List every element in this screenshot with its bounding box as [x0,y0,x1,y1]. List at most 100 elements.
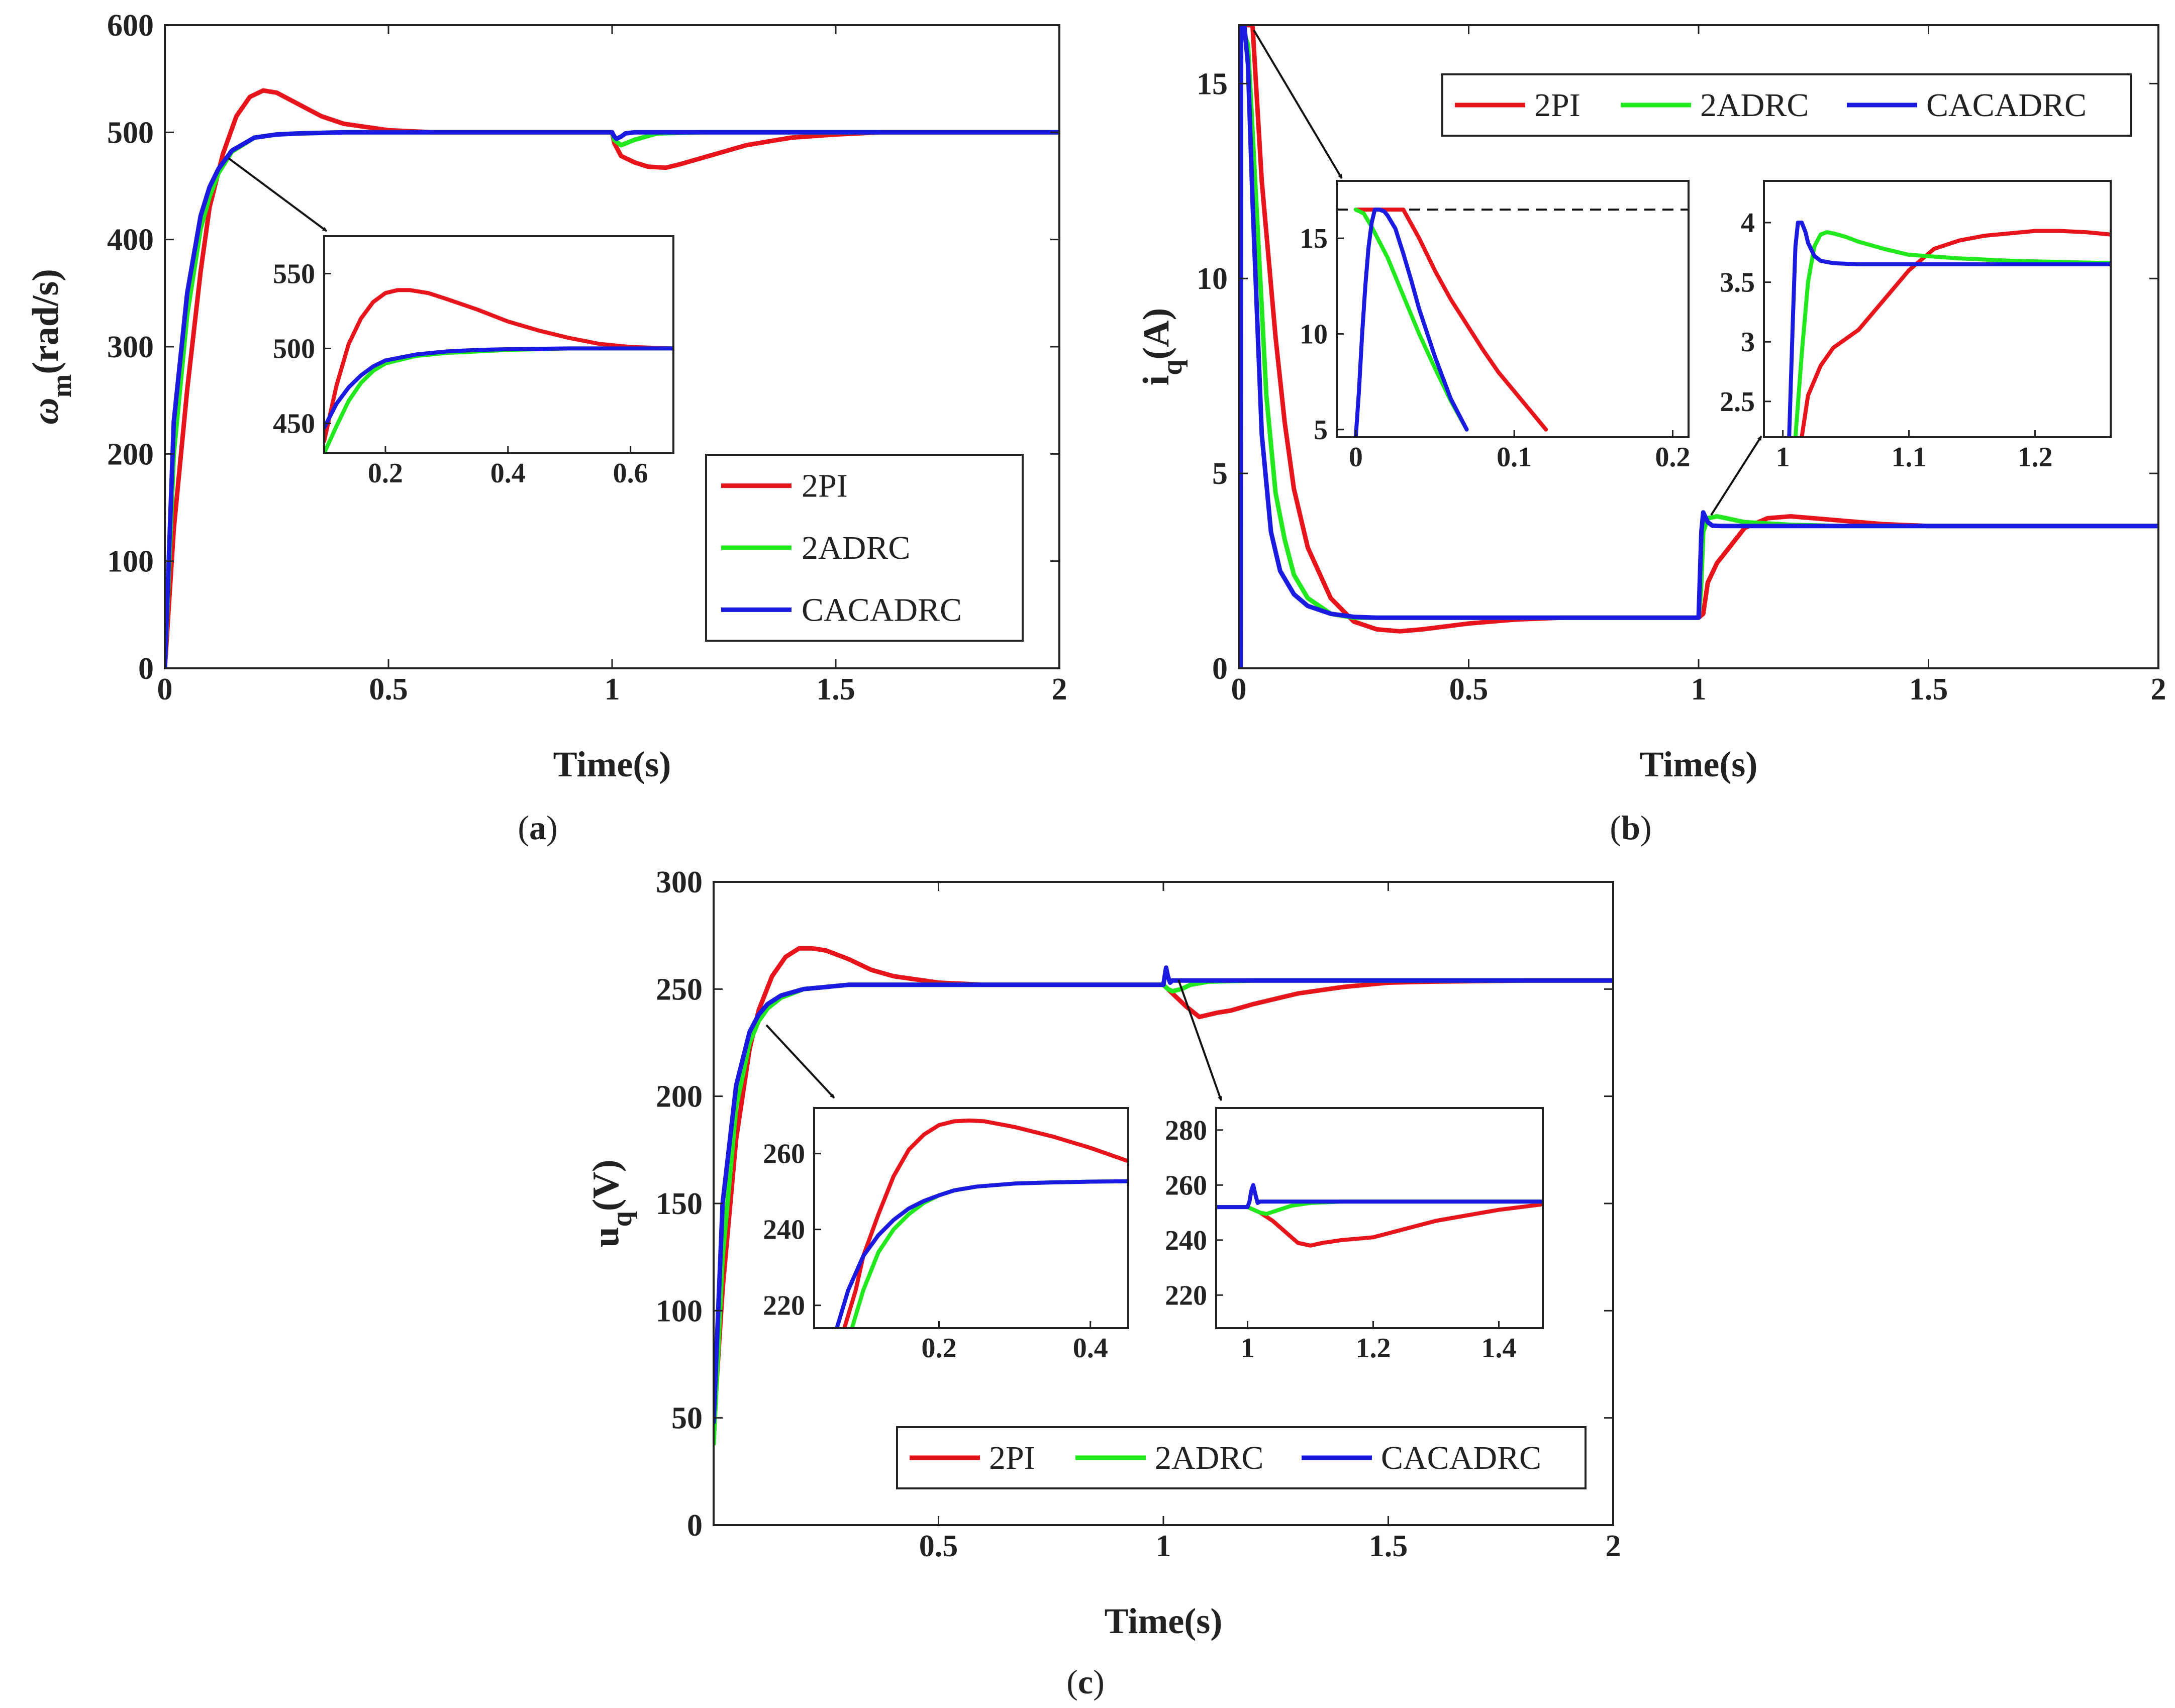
y-axis-label-unit: (rad/s) [25,269,66,374]
zoom-arrow [765,1024,835,1099]
caption-letter: a [529,809,546,847]
x-tick-label: 1.5 [1369,1529,1408,1563]
y-tick-label: 400 [107,223,154,257]
inset-y-tick-label: 260 [1165,1170,1207,1201]
inset-series-group [324,288,673,453]
inset-series-line-2pi [324,288,673,444]
inset-series-group [835,1118,1128,1328]
legend-label: 2ADRC [802,530,910,566]
x-tick-label: 1 [605,672,620,707]
legend: 2PI 2ADRC CACADRC [705,454,1024,642]
inset-x-tick-label: 0.6 [613,458,648,489]
inset-y-tick-label: 220 [763,1290,805,1322]
y-tick-label: 200 [656,1080,703,1114]
legend-label: CACADRC [802,591,962,628]
y-tick-label: 50 [671,1401,703,1436]
y-tick-label: 200 [107,437,154,471]
inset-x-tick-label: 0.2 [921,1333,956,1364]
inset-y-tick-label: 550 [273,258,315,289]
zoom-arrow [1177,979,1222,1101]
x-tick-label: 1 [1156,1529,1171,1563]
y-tick-label: 300 [656,865,703,899]
x-tick-label: 1.5 [816,672,855,707]
legend-box [896,1426,1587,1489]
inset-x-tick-label: 0.4 [490,458,526,489]
legend-label: 2ADRC [1700,87,1809,124]
y-tick-label: 10 [1197,262,1228,296]
inset-series-line-2adrc [1793,230,2111,437]
y-axis-label-symbol: u [585,1227,627,1247]
caption-close: ) [546,809,558,847]
inset-border [323,235,674,454]
inset-y-tick-label: 280 [1165,1115,1207,1146]
y-axis-label-subscript: q [1157,360,1188,375]
y-axis-label: iq(A) [1136,308,1188,385]
x-tick-label: 2 [2151,672,2166,707]
y-axis-label-subscript: q [607,1211,638,1227]
inset-y-tick-label: 2.5 [1720,386,1755,418]
inset-x-tick-label: 0.2 [368,458,403,489]
inset-y-tick-label: 15 [1300,223,1328,254]
legend-label: CACADRC [1926,87,2087,124]
x-axis-label: Time(s) [1105,1601,1223,1641]
series-group [1239,25,2158,668]
y-tick-label: 0 [687,1509,703,1543]
y-tick-label: 150 [656,1187,703,1221]
x-tick-label: 0 [1231,672,1247,707]
inset-panel: 1 1.1 1.2 2.5 3 3.5 4 [1720,180,2112,473]
inset-x-tick-label: 0.2 [1655,442,1690,473]
inset-x-tick-label: 1.2 [2017,442,2052,473]
inset-x-tick-label: 1.2 [1356,1333,1391,1364]
x-tick-label: 2 [1052,672,1067,707]
inset-frame [1763,180,2112,438]
inset-panel: 0.2 0.4 0.6 450 500 550 [273,235,674,489]
inset-panel: 0 0.1 0.2 5 10 15 [1300,180,1690,473]
y-axis-label-unit: (V) [585,1159,627,1211]
inset-x-tick-label: 1 [1241,1333,1255,1364]
inset-x-tick-label: 1.1 [1892,442,1927,473]
legend-box [1441,73,2132,137]
y-axis-label: uq(V) [585,1159,638,1247]
series-group [714,946,1613,1446]
series-line-cacadrc [165,130,1059,668]
inset-border [1336,180,1690,438]
x-tick-label: 1 [1691,672,1707,707]
inset-panel: 0.2 0.4 220 240 260 [763,1107,1129,1364]
inset-y-tick-label: 3 [1741,327,1755,358]
legend: 2PI 2ADRC CACADRC [1441,73,2132,137]
chart-root: 0 0.5 1 1.5 20100200300400500600Time(s)ωm(ra… [25,9,2166,1701]
chart-panel-c: 0.5 1 1.5 2 0 50 100 150 200 250 300 Time(s) uq(V) (c… [585,865,1621,1701]
legend-label: 2PI [1534,87,1580,124]
inset-series-line-2pi [842,1118,1128,1328]
y-tick-label: 500 [107,116,154,150]
caption-letter: b [1621,809,1640,847]
x-tick-label: 0 [157,672,173,707]
inset-border [1215,1107,1544,1329]
inset-y-tick-label: 3.5 [1720,267,1755,298]
legend-label: 2PI [802,468,848,505]
y-axis-label-subscript: m [46,374,77,398]
zoom-arrow [1253,29,1343,179]
inset-series-line-cacadrc [1353,208,1469,437]
inset-y-tick-label: 450 [273,408,315,439]
x-axis-label: Time(s) [553,744,671,784]
legend-label: CACADRC [1381,1440,1541,1476]
figure-caption: (c) [1066,1663,1105,1701]
inset-x-tick-label: 1.4 [1481,1333,1517,1364]
inset-frame [1336,180,1690,438]
caption-close: ) [1093,1663,1105,1701]
x-tick-label: 1.5 [1909,672,1948,707]
zoom-arrow [228,157,328,232]
y-tick-label: 5 [1212,457,1228,491]
inset-series-line-cacadrc [835,1179,1128,1328]
inset-x-tick-label: 0.4 [1073,1333,1108,1364]
y-tick-label: 600 [107,9,154,43]
inset-y-tick-label: 10 [1300,319,1328,350]
inset-series-line-2pi [1353,208,1548,432]
inset-border [813,1107,1129,1329]
y-axis-label-symbol: i [1136,375,1177,386]
inset-series-line-cacadrc [1216,1183,1543,1210]
legend-label: 2ADRC [1155,1440,1263,1476]
